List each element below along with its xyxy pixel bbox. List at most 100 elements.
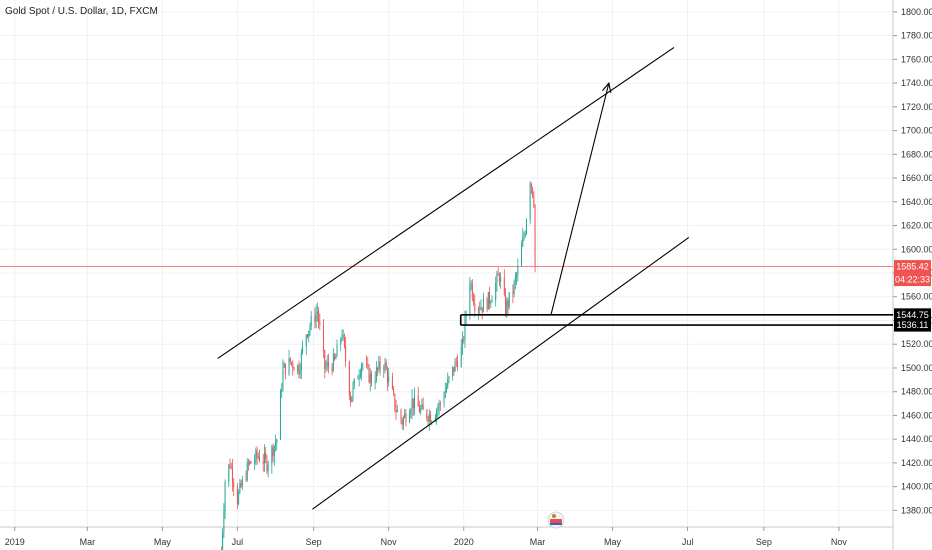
- candle-body: [503, 277, 505, 295]
- publisher-badge-icon[interactable]: [547, 511, 565, 529]
- candle-body: [418, 406, 420, 413]
- candle-body: [343, 334, 345, 346]
- candle-body: [498, 275, 500, 282]
- y-tick-label: 1500.00: [901, 363, 932, 373]
- candle-body: [348, 361, 350, 396]
- candle-body: [426, 410, 428, 419]
- candle-body: [322, 325, 324, 351]
- candle-body: [228, 464, 230, 483]
- candle-body: [402, 417, 404, 425]
- candle-body: [282, 367, 284, 390]
- candle-body: [332, 354, 334, 371]
- y-tick-label: 1400.00: [901, 482, 932, 492]
- y-tick-label: 1440.00: [901, 434, 932, 444]
- candle-body: [514, 277, 516, 282]
- candle-body: [453, 366, 455, 372]
- candle-body: [396, 409, 398, 413]
- candle-body: [223, 511, 225, 533]
- candle-body: [308, 330, 310, 337]
- candle-body: [411, 398, 413, 411]
- x-tick-label: Jul: [682, 537, 694, 547]
- candle-body: [386, 369, 388, 383]
- candle-body: [457, 361, 459, 367]
- candle-body: [331, 366, 333, 371]
- candle-body: [316, 311, 318, 314]
- x-tick-label: 2020: [454, 537, 474, 547]
- candle-body: [428, 414, 430, 422]
- x-axis: 2019 Mar May Jul Sep Nov 2020 Mar May Jul Sep Nov: [5, 527, 847, 547]
- candle-body: [350, 395, 352, 402]
- candle-body: [362, 364, 364, 366]
- candle-body: [437, 408, 439, 411]
- candle-body: [473, 297, 475, 304]
- candle-body: [405, 413, 407, 423]
- candle-body: [231, 467, 233, 483]
- candle-body: [525, 219, 527, 234]
- candle-body: [241, 479, 243, 487]
- candle-body: [275, 442, 277, 447]
- y-tick-label: 1460.00: [901, 410, 932, 420]
- candle-body: [298, 365, 300, 375]
- candle-body: [325, 366, 327, 369]
- candle-body: [384, 362, 386, 369]
- candle-body: [245, 479, 247, 481]
- candle-body: [279, 391, 281, 440]
- candle-body: [336, 344, 338, 357]
- candle-body: [307, 334, 309, 337]
- candle-body: [431, 421, 433, 423]
- candle-body: [508, 292, 510, 307]
- candle-body: [324, 350, 326, 369]
- level-2-price-label: 1536.11: [897, 320, 929, 330]
- candle-body: [482, 298, 484, 313]
- candle-body: [342, 334, 344, 337]
- candle-body: [410, 410, 412, 415]
- y-tick-label: 1480.00: [901, 387, 932, 397]
- candle-body: [454, 361, 456, 372]
- candle-body: [438, 403, 440, 409]
- candle-body: [222, 532, 224, 550]
- candle-body: [271, 447, 273, 465]
- candle-body: [375, 367, 377, 381]
- candle-body: [477, 308, 479, 311]
- candle-body: [439, 403, 441, 404]
- x-tick-label: May: [604, 537, 622, 547]
- candle-body: [341, 336, 343, 340]
- y-tick-label: 1740.00: [901, 78, 932, 88]
- candle-body: [516, 274, 518, 278]
- candle-body: [388, 376, 390, 383]
- candle-body: [491, 299, 493, 303]
- candle-body: [366, 364, 368, 366]
- candle-body: [463, 338, 465, 340]
- candle-body: [448, 376, 450, 380]
- candle-body: [507, 300, 509, 307]
- candle-body: [404, 413, 406, 418]
- channel-upper-line: [217, 47, 675, 359]
- candle-body: [361, 364, 363, 374]
- candle-body: [505, 294, 507, 314]
- candle-body: [447, 379, 449, 388]
- candle-body: [281, 389, 283, 392]
- candle-body: [262, 461, 264, 464]
- candle-body: [238, 491, 240, 504]
- candle-body: [513, 281, 515, 294]
- candle-body: [414, 395, 416, 409]
- candle-body: [383, 368, 385, 371]
- y-axis: 1380.00 1400.00 1420.00 1440.00 1460.00 1480.…: [893, 7, 932, 515]
- candle-body: [345, 345, 347, 362]
- y-tick-label: 1560.00: [901, 292, 932, 302]
- candle-body: [326, 362, 328, 367]
- candle-body: [351, 396, 353, 402]
- candle-body: [299, 370, 301, 375]
- candle-body: [315, 313, 317, 323]
- y-tick-label: 1660.00: [901, 173, 932, 183]
- x-tick-label: May: [154, 537, 172, 547]
- candle-body: [464, 317, 466, 340]
- candle-body: [394, 393, 396, 410]
- candle-body: [255, 450, 257, 461]
- candle-body: [289, 357, 291, 363]
- candle-body: [247, 462, 249, 464]
- level-2-price-label-bg: [894, 318, 931, 332]
- candle-body: [378, 361, 380, 370]
